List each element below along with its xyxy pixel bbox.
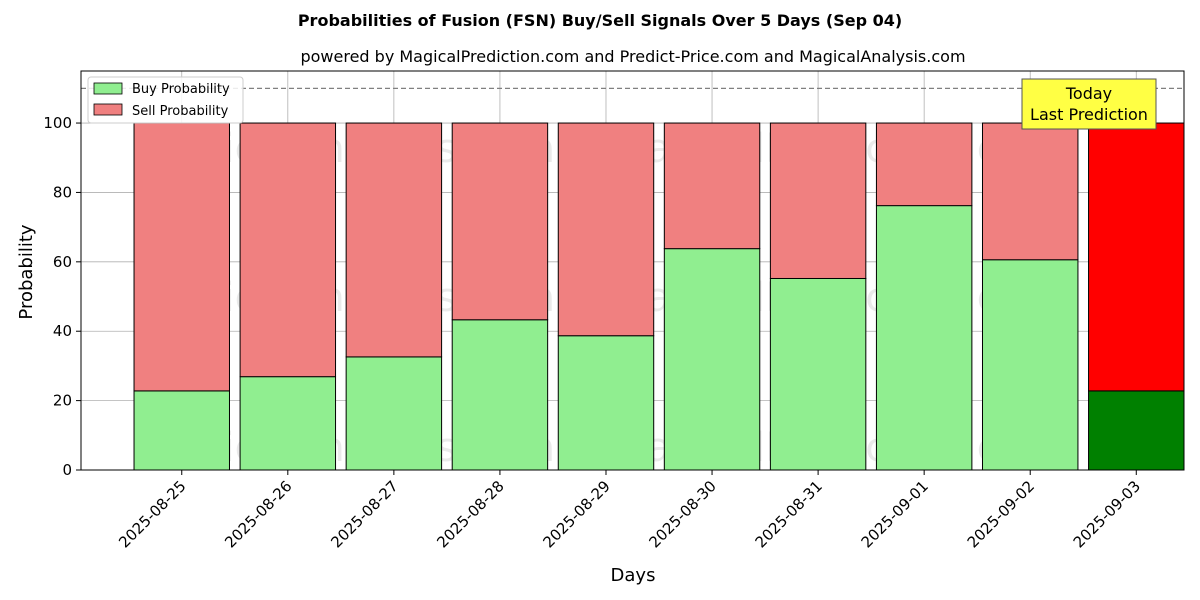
bar-buy-2025-08-30 — [663, 248, 761, 471]
y-tick-label-4: 80 — [53, 183, 72, 201]
annotation-line-2: Last Prediction — [1030, 105, 1148, 124]
bar-sell-2025-08-26 — [239, 122, 337, 378]
legend-label-sell: Sell Probability — [132, 104, 229, 119]
bar-sell-2025-08-29 — [557, 122, 655, 337]
x-tick-label-2: 2025-08-27 — [327, 477, 401, 551]
x-tick-label-1: 2025-08-26 — [221, 477, 295, 551]
x-tick-label-3: 2025-08-28 — [433, 477, 507, 551]
bar-sell-2025-08-28 — [451, 122, 549, 321]
y-tick-label-1: 20 — [53, 392, 72, 410]
bar-buy-2025-08-25 — [133, 390, 230, 471]
bar-sell-2025-08-27 — [345, 122, 443, 358]
bar-buy-2025-08-27 — [345, 356, 443, 471]
x-tick-label-9: 2025-09-03 — [1070, 477, 1144, 551]
x-tick-label-4: 2025-08-29 — [539, 477, 613, 551]
y-tick-label-5: 100 — [43, 114, 72, 132]
annotation-box — [1021, 78, 1157, 130]
x-tick-label-6: 2025-08-31 — [752, 477, 826, 551]
legend: Buy Probability Sell Probability — [87, 76, 244, 124]
bar-sell-2025-08-31 — [769, 122, 867, 279]
chart-subtitle: powered by MagicalPrediction.com and Pre… — [300, 47, 965, 66]
y-tick-label-0: 0 — [62, 461, 72, 479]
x-tick-label-8: 2025-09-02 — [964, 477, 1038, 551]
today-annotation: Today Last Prediction — [1021, 78, 1157, 130]
bar-buy-2025-08-26 — [239, 376, 337, 471]
y-axis-label: Probability — [16, 224, 37, 319]
axes-layer — [80, 70, 1185, 471]
x-tick-label-0: 2025-08-25 — [115, 477, 189, 551]
y-tick-label-2: 40 — [53, 322, 72, 340]
legend-swatch-sell — [93, 103, 123, 116]
bar-sell-2025-09-03 — [1088, 122, 1185, 392]
bar-sell-2025-08-25 — [133, 122, 230, 392]
bar-buy-2025-08-28 — [451, 319, 549, 471]
bar-buy-2025-09-03 — [1088, 390, 1185, 471]
bars-layer — [133, 122, 1185, 471]
bar-sell-2025-09-02 — [981, 122, 1079, 261]
y-tick-label-3: 60 — [53, 253, 72, 271]
x-tick-label-5: 2025-08-30 — [645, 477, 719, 551]
bar-buy-2025-09-01 — [875, 205, 973, 471]
x-axis-label: Days — [611, 565, 656, 586]
bar-sell-2025-08-30 — [663, 122, 761, 250]
x-tick-label-7: 2025-09-01 — [858, 477, 932, 551]
bar-buy-2025-09-02 — [981, 259, 1079, 471]
plot-frame — [80, 70, 1185, 471]
chart-title: Probabilities of Fusion (FSN) Buy/Sell S… — [298, 11, 902, 30]
bar-buy-2025-08-29 — [557, 335, 655, 471]
legend-box — [87, 76, 244, 124]
annotation-line-1: Today — [1065, 84, 1112, 103]
legend-swatch-buy — [93, 82, 123, 95]
legend-label-buy: Buy Probability — [132, 82, 230, 97]
bar-sell-2025-09-01 — [875, 122, 973, 207]
bar-buy-2025-08-31 — [769, 277, 867, 471]
